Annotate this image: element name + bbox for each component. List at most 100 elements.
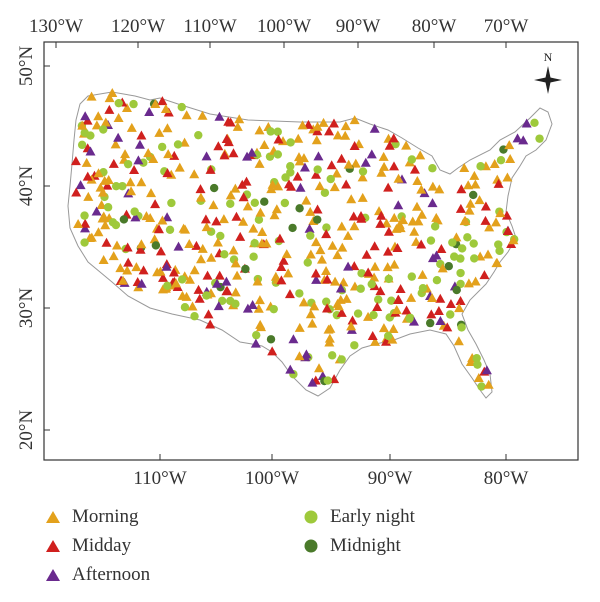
marker-triangle [163,149,174,159]
marker-triangle [416,184,427,194]
marker-triangle [234,114,245,124]
marker-triangle [230,287,241,297]
marker-circle [432,276,442,285]
marker-triangle [453,336,464,346]
marker-circle [167,198,176,208]
marker-triangle [309,301,320,311]
marker-circle [202,291,211,300]
marker-triangle [460,216,471,226]
marker-circle [535,134,544,143]
marker-triangle [246,147,257,157]
marker-circle [530,118,539,127]
marker-circle [111,220,121,230]
marker-triangle [455,296,466,306]
marker-triangle [495,208,506,218]
marker-triangle [434,184,445,194]
marker-triangle [493,178,504,188]
triangle-icon [46,511,60,523]
marker-triangle [195,184,206,194]
marker-circle [114,98,123,108]
marker-triangle [252,276,263,286]
marker-triangle [97,187,108,197]
marker-triangle [100,117,111,127]
marker-circle [444,262,453,271]
marker-circle [350,341,359,350]
marker-triangle [253,303,264,313]
marker-triangle [213,301,224,311]
marker-triangle [274,233,285,243]
marker-triangle [299,162,310,172]
marker-triangle [136,239,147,249]
marker-triangle [341,293,352,303]
marker-triangle [455,203,466,213]
marker-triangle [408,316,419,326]
marker-triangle [389,259,400,269]
marker-circle [322,223,331,232]
marker-triangle [111,240,122,250]
marker-triangle [470,179,481,189]
marker-circle [326,174,335,184]
marker-triangle [363,267,374,277]
marker-circle [266,335,276,344]
marker-triangle [200,214,211,224]
marker-triangle [150,99,161,109]
marker-triangle [322,303,333,313]
marker-triangle [237,179,248,189]
marker-triangle [381,218,392,228]
marker-triangle [369,241,380,251]
marker-triangle [305,249,316,259]
marker-triangle [311,169,322,179]
marker-triangle [357,192,368,202]
triangle-icon [46,569,60,581]
marker-triangle [375,218,386,228]
marker-triangle [323,324,334,334]
marker-circle [320,188,330,197]
marker-triangle [343,159,354,169]
marker-circle [281,173,290,182]
marker-triangle [154,127,165,137]
marker-triangle [435,315,446,325]
marker-triangle [346,321,357,331]
marker-triangle [479,270,490,280]
marker-triangle [473,373,484,383]
marker-circle [269,304,278,314]
marker-triangle [431,250,442,260]
marker-triangle [416,239,427,249]
marker-circle [295,204,304,213]
marker-triangle [326,160,337,170]
marker-circle [130,207,139,216]
marker-triangle [83,191,94,201]
marker-triangle [195,254,206,264]
top-tick-label: 110°W [183,16,236,37]
bottom-tick-label: 90°W [368,468,413,489]
marker-triangle [502,172,513,182]
marker-triangle [327,240,338,250]
marker-triangle [427,198,438,208]
marker-triangle [247,299,258,309]
marker-triangle [470,276,481,286]
marker-triangle [241,176,252,186]
marker-triangle [100,220,111,230]
marker-circle [217,296,227,305]
marker-circle [405,314,414,323]
marker-circle [286,138,295,147]
legend-label: Morning [72,506,139,527]
marker-triangle [93,111,104,121]
marker-triangle [318,117,329,127]
marker-triangle [242,303,253,313]
marker-triangle [273,134,284,144]
marker-triangle [181,291,192,301]
marker-triangle [481,365,492,375]
marker-triangle [162,212,173,222]
marker-triangle [113,112,124,122]
marker-triangle [267,346,278,356]
marker-triangle [230,183,241,193]
marker-triangle [343,230,354,240]
marker-circle [496,155,506,165]
marker-triangle [228,245,239,255]
marker-circle [231,299,240,309]
bottom-tick-label: 80°W [484,468,529,489]
marker-triangle [98,254,109,264]
marker-triangle [310,268,321,278]
circle-icon [304,539,318,553]
